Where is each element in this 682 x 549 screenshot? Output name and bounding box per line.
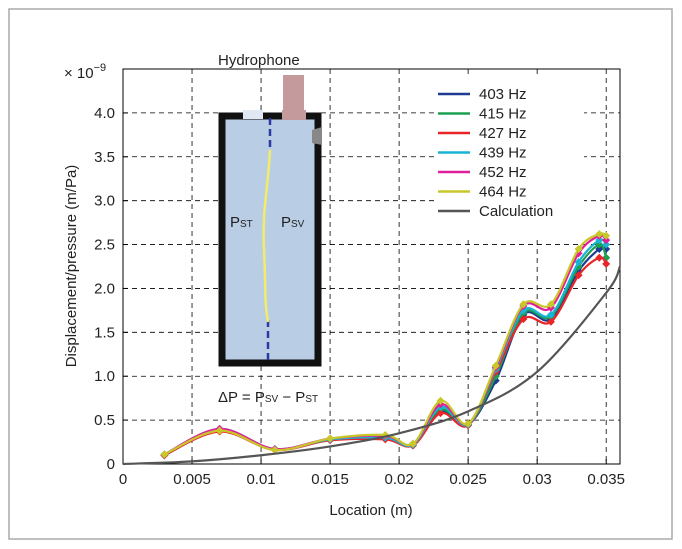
legend-label: 452 Hz bbox=[479, 164, 527, 181]
membrane-curve bbox=[262, 149, 272, 323]
series-line bbox=[163, 232, 607, 456]
marker bbox=[602, 240, 611, 249]
hydrophone-tip bbox=[282, 110, 306, 120]
series-line bbox=[122, 265, 622, 466]
sub: SV bbox=[291, 219, 305, 230]
pst-label: PST bbox=[230, 214, 253, 231]
equation: ΔP = PSV − PST bbox=[218, 389, 318, 406]
x-tick-label: 0.03 bbox=[523, 471, 552, 488]
x-tick-label: 0 bbox=[119, 471, 127, 488]
p: P bbox=[230, 214, 240, 231]
sub: ST bbox=[240, 219, 253, 230]
y-tick-label: 1.0 bbox=[94, 368, 115, 385]
psv-label: PSV bbox=[281, 214, 305, 231]
y-tick-label: 3.5 bbox=[94, 149, 115, 166]
eq-part: ΔP = P bbox=[218, 389, 265, 406]
marker bbox=[519, 300, 528, 309]
y-tick-label: 2.5 bbox=[94, 237, 115, 254]
x-tick-label: 0.015 bbox=[311, 471, 349, 488]
p: P bbox=[281, 214, 291, 231]
sub: SV bbox=[265, 394, 279, 405]
x-tick-label: 0.02 bbox=[385, 471, 414, 488]
marker bbox=[602, 231, 611, 240]
tube bbox=[218, 112, 322, 367]
y-tick-label: 2.0 bbox=[94, 280, 115, 297]
marker bbox=[595, 230, 604, 239]
marker bbox=[546, 310, 555, 319]
marker bbox=[574, 258, 583, 267]
hydrophone-label: Hydrophone bbox=[218, 52, 300, 69]
marker bbox=[546, 300, 555, 309]
y-tick-label: 0.5 bbox=[94, 412, 115, 429]
tube-opening bbox=[243, 110, 263, 119]
x-tick-label: 0.005 bbox=[173, 471, 211, 488]
marker bbox=[464, 419, 473, 428]
legend-label: Calculation bbox=[479, 203, 553, 220]
legend-label: 464 Hz bbox=[479, 184, 527, 201]
y-tick-label: 3.0 bbox=[94, 193, 115, 210]
y-tick-label: 0 bbox=[107, 456, 115, 473]
legend-bg bbox=[434, 76, 584, 236]
x-tick-label: 0.025 bbox=[449, 471, 487, 488]
marker bbox=[546, 317, 555, 326]
marker bbox=[519, 315, 528, 324]
legend-label: 427 Hz bbox=[479, 125, 527, 142]
marker bbox=[574, 271, 583, 280]
marker bbox=[595, 253, 604, 262]
legend-label: 415 Hz bbox=[479, 106, 527, 123]
marker bbox=[595, 244, 604, 253]
marker bbox=[602, 259, 611, 268]
marker bbox=[326, 434, 335, 443]
y-tick-label: 4.0 bbox=[94, 105, 115, 122]
inset-diagram: Hydrophone PST PSV ΔP = PSV − PST bbox=[218, 52, 322, 406]
marker bbox=[270, 445, 279, 454]
marker bbox=[491, 361, 500, 370]
marker bbox=[595, 236, 604, 245]
marker bbox=[436, 396, 445, 405]
eq-part: − P bbox=[278, 389, 305, 406]
marker bbox=[436, 409, 445, 418]
marker bbox=[160, 450, 169, 459]
legend-label: 439 Hz bbox=[479, 145, 527, 162]
marker bbox=[574, 244, 583, 253]
sensor bbox=[312, 127, 322, 145]
x-tick-label: 0.01 bbox=[246, 471, 275, 488]
y-tick-label: 1.5 bbox=[94, 324, 115, 341]
sub: ST bbox=[305, 394, 318, 405]
base: × 10 bbox=[64, 65, 94, 82]
y-axis-label: Displacement/pressure (m/Pa) bbox=[63, 165, 80, 368]
exponent: −9 bbox=[94, 62, 107, 74]
x-tick-label: 0.035 bbox=[587, 471, 625, 488]
x-axis-label: Location (m) bbox=[329, 502, 412, 519]
marker bbox=[408, 439, 417, 448]
y-multiplier: × 10−9 bbox=[64, 62, 106, 82]
legend-label: 403 Hz bbox=[479, 86, 527, 103]
marker bbox=[215, 426, 224, 435]
marker bbox=[602, 236, 611, 245]
